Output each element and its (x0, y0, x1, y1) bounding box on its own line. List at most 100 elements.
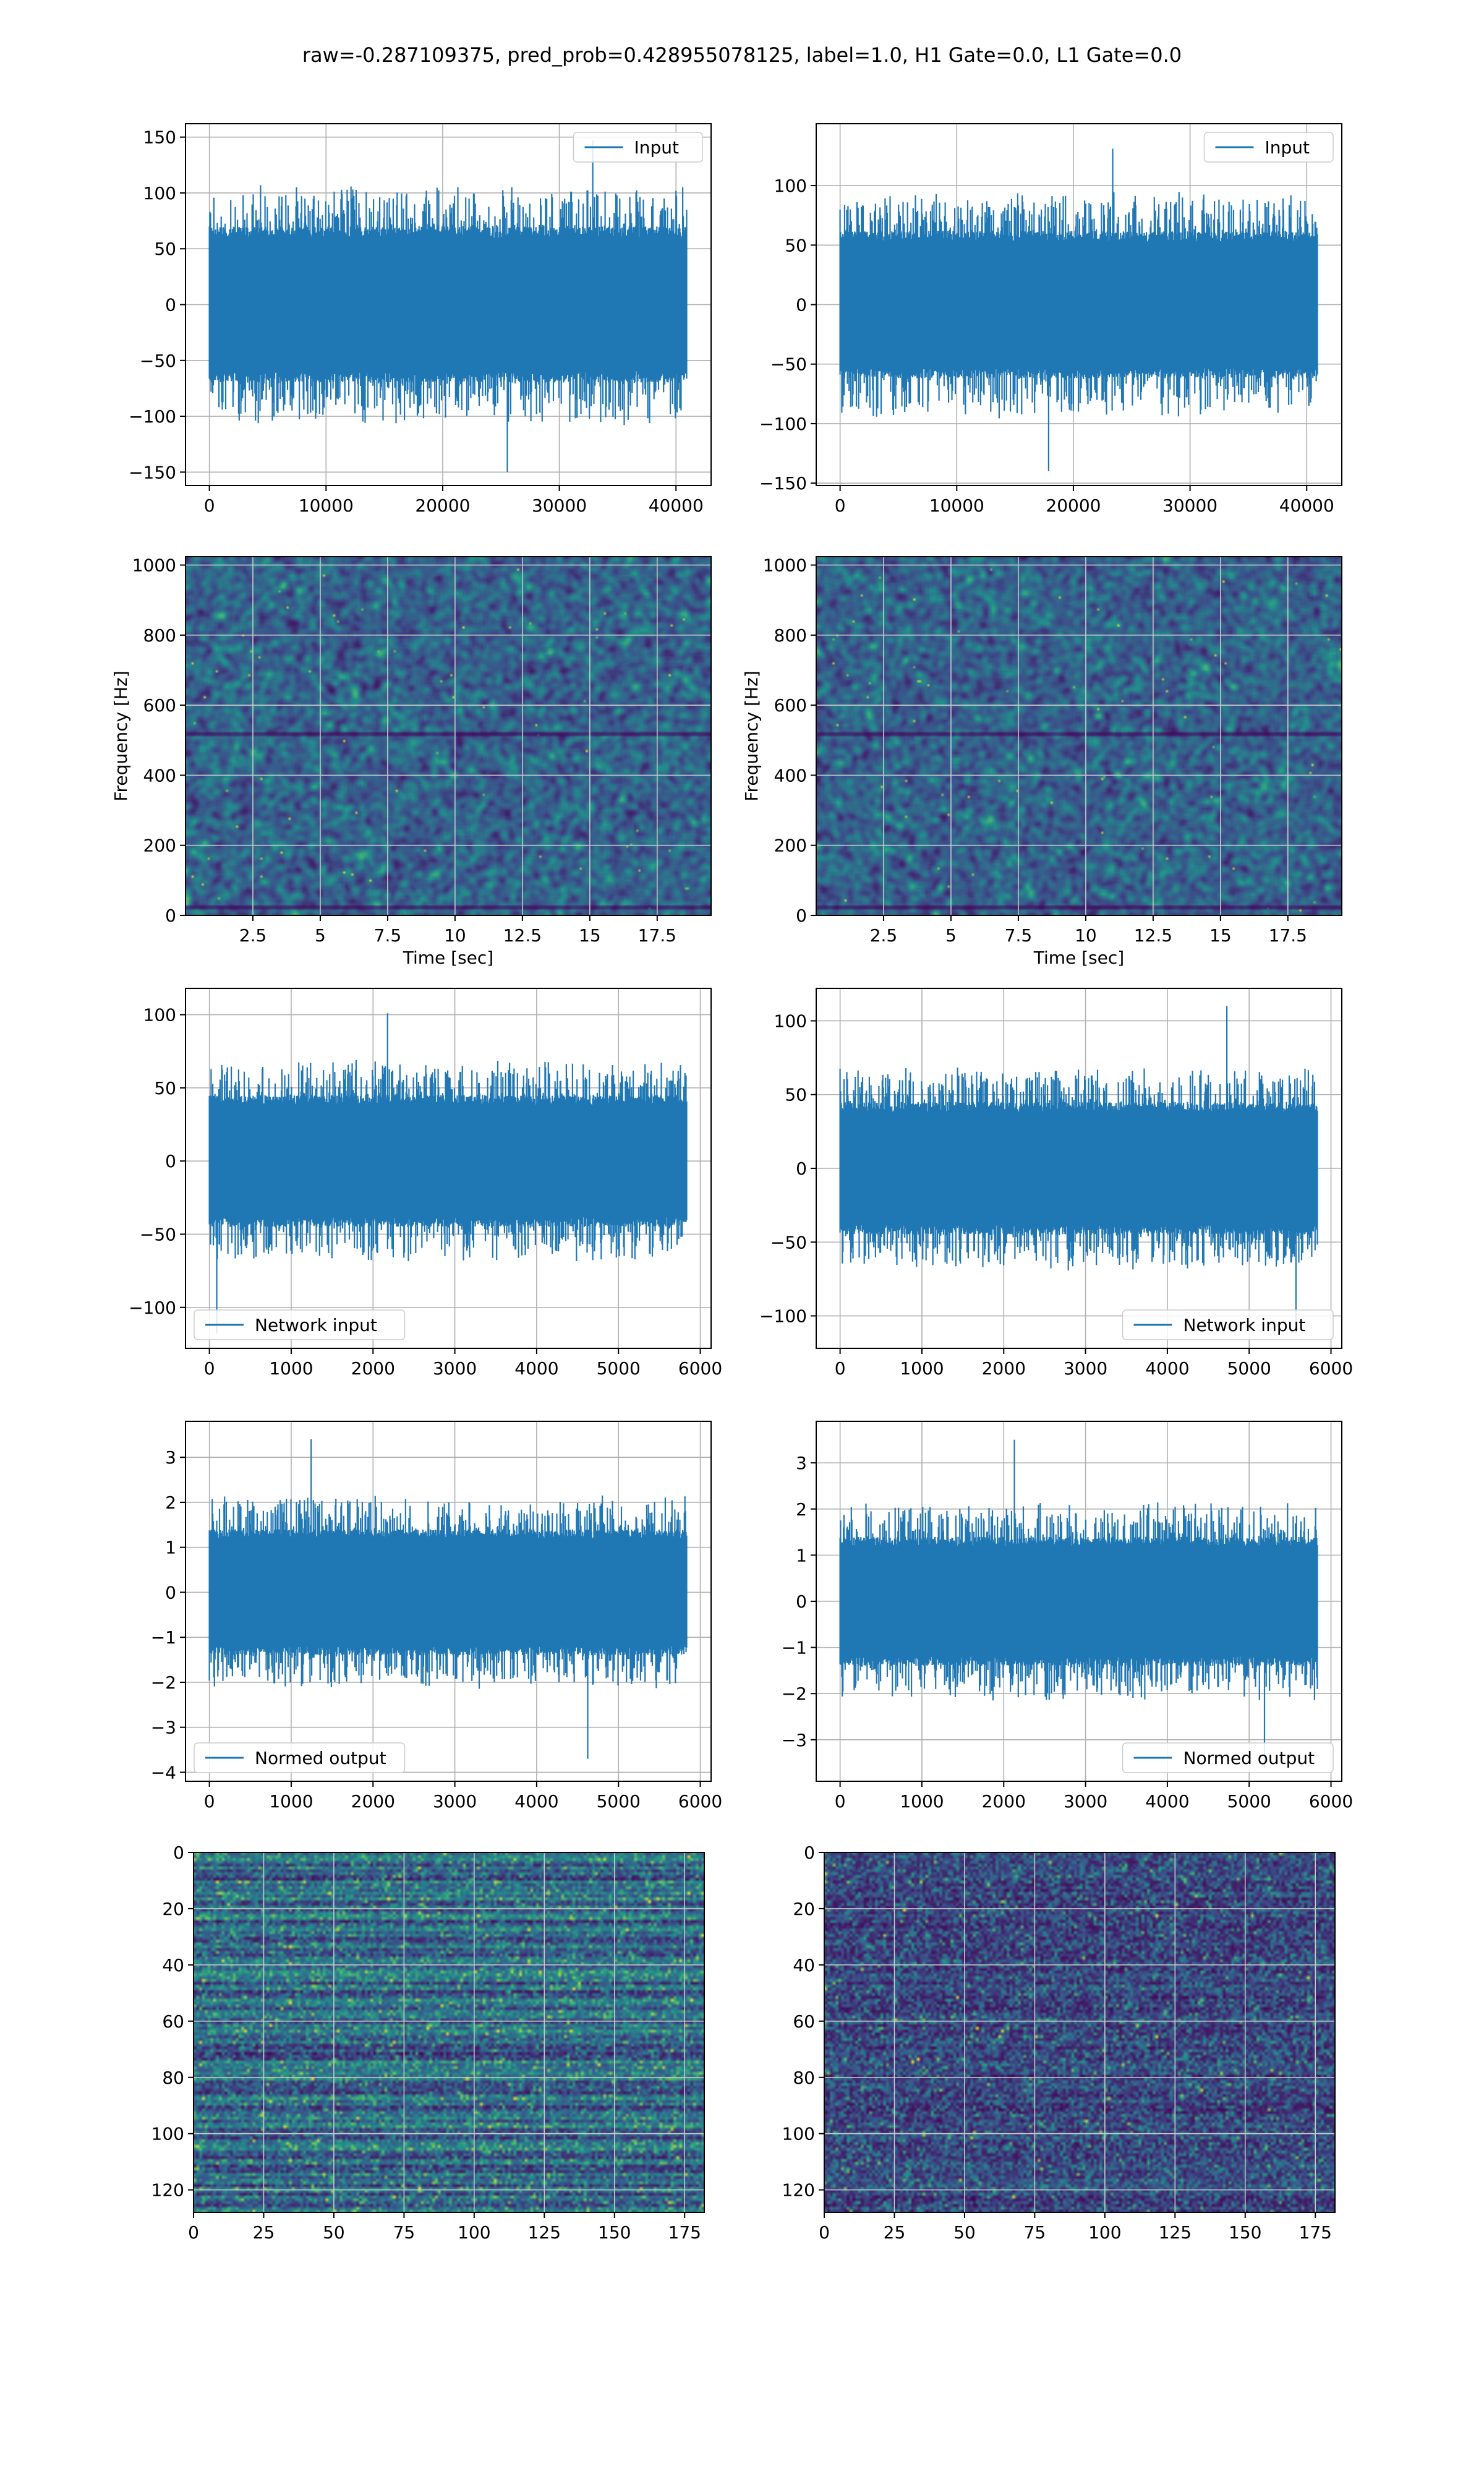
y-tick-label: 0 (796, 295, 807, 315)
y-tick-label: 400 (143, 765, 176, 785)
y-tick-label: 800 (143, 625, 176, 646)
x-tick-label: 10000 (929, 495, 984, 516)
x-tick-label: 75 (393, 2222, 416, 2243)
y-tick-label: 0 (796, 1591, 807, 1612)
legend: Input (573, 132, 703, 163)
legend-entry: Network input (255, 1315, 377, 1335)
legend-box (1122, 1309, 1334, 1340)
legend-entry: Normed output (1183, 1748, 1315, 1768)
legend-box (194, 1309, 406, 1340)
legend-box (1203, 132, 1334, 163)
x-tick-label: 0 (204, 1358, 215, 1379)
y-tick-label: 50 (785, 1085, 807, 1105)
subplot-spectrogram-right: 2.5 5 7.5 10 12.5 15 17.5 0 200 400 600 800 1000 Time… (741, 555, 1342, 968)
x-tick-label: 5000 (1227, 1358, 1271, 1379)
axes-frame (185, 988, 712, 1349)
series-core (209, 240, 688, 369)
legend: Normed output (1122, 1742, 1334, 1773)
legend-entry: Input (634, 137, 680, 158)
x-tick-label: 0 (835, 1358, 846, 1379)
x-tick-label: 0 (204, 495, 215, 516)
x-tick-label: 3000 (433, 1358, 477, 1379)
y-tick-label: 1000 (763, 555, 807, 576)
y-tick-label: 200 (774, 836, 807, 856)
y-tick-label: 60 (793, 2011, 815, 2032)
y-tick-label: −3 (782, 1730, 807, 1750)
x-tick-label: 0 (204, 1791, 215, 1812)
y-tick-label: 0 (796, 1158, 807, 1179)
x-tick-label: 150 (1229, 2222, 1261, 2243)
y-tick-label: 400 (774, 765, 807, 785)
x-tick-label: 6000 (678, 1358, 722, 1379)
y-tick-label: −2 (151, 1672, 176, 1693)
x-tick-label: 5 (315, 925, 326, 946)
axes-frame (185, 1421, 712, 1782)
subplot-spectrogram-left: 2.5 5 7.5 10 12.5 15 17.5 0 200 400 600 800 1000 Time… (111, 555, 712, 968)
x-tick-label: 25 (253, 2222, 275, 2243)
y-tick-label: 20 (793, 1899, 815, 1919)
y-tick-label: −150 (759, 473, 807, 494)
heatmap-image (194, 1852, 704, 2212)
x-tick-label: 40000 (649, 495, 704, 516)
y-tick-label: −2 (782, 1684, 807, 1704)
legend-entry: Network input (1183, 1315, 1306, 1335)
x-tick-label: 100 (1088, 2222, 1121, 2243)
y-tick-label: 20 (162, 1899, 184, 1919)
y-tick-label: 2 (165, 1492, 176, 1513)
x-tick-label: 50 (953, 2222, 976, 2243)
x-tick-label: 0 (819, 2222, 830, 2243)
x-tick-label: 40000 (1279, 495, 1334, 516)
x-tick-label: 0 (188, 2222, 199, 2243)
y-tick-label: −50 (770, 1232, 807, 1252)
x-tick-label: 75 (1024, 2222, 1046, 2243)
series-core (840, 1113, 1318, 1223)
y-tick-label: 100 (151, 2124, 184, 2144)
y-tick-label: −150 (129, 462, 176, 482)
x-tick-label: 2000 (351, 1358, 395, 1379)
subplot-image-right: 0 25 50 75 100 125 150 175 0 20 40 60 80 100 120 (782, 1843, 1336, 2243)
x-tick-label: 4000 (1145, 1358, 1189, 1379)
x-tick-label: 0 (835, 495, 846, 516)
x-tick-label: 5000 (1227, 1791, 1271, 1812)
x-tick-label: 1000 (900, 1358, 944, 1379)
y-tick-label: 120 (782, 2180, 815, 2201)
x-tick-label: 7.5 (374, 925, 402, 946)
y-tick-label: 0 (165, 1151, 176, 1171)
y-tick-label: 600 (774, 695, 807, 716)
y-tick-label: 0 (796, 905, 807, 926)
y-tick-label: −50 (140, 351, 176, 371)
x-tick-label: 10 (444, 925, 466, 946)
x-tick-label: 3000 (1064, 1358, 1107, 1379)
x-tick-label: 3000 (1064, 1791, 1107, 1812)
x-tick-label: 10 (1075, 925, 1097, 946)
x-tick-label: 175 (1299, 2222, 1332, 2243)
x-tick-label: 5000 (597, 1358, 641, 1379)
y-tick-label: 3 (165, 1447, 176, 1468)
y-axis-label: Frequency [Hz] (741, 670, 762, 801)
subplot-network-right: 0 1000 2000 3000 4000 5000 6000 −100 −50 0 50 100 Ne… (759, 988, 1353, 1379)
subplot-input-right: 0 10000 20000 30000 40000 −150 −100 −50 0 50 100 In… (759, 123, 1342, 516)
x-tick-label: 6000 (1309, 1358, 1353, 1379)
series-core (840, 244, 1318, 366)
y-tick-label: −3 (151, 1718, 176, 1738)
x-tick-label: 4000 (1145, 1791, 1189, 1812)
series-core (840, 1548, 1318, 1654)
y-axis-label: Frequency [Hz] (111, 670, 131, 801)
series-core (209, 1540, 688, 1644)
subplot-network-left: 0 1000 2000 3000 4000 5000 6000 −100 −50 0 50 100 Ne… (129, 988, 722, 1379)
legend-box (194, 1742, 406, 1773)
x-tick-label: 4000 (514, 1358, 558, 1379)
y-tick-label: 100 (143, 183, 176, 203)
legend-entry: Normed output (255, 1748, 386, 1768)
y-tick-label: 1000 (132, 555, 176, 576)
y-tick-label: 80 (162, 2068, 184, 2088)
y-tick-label: 0 (804, 1843, 815, 1863)
x-tick-label: 1000 (269, 1358, 313, 1379)
y-tick-label: 0 (165, 1582, 176, 1603)
y-tick-label: 50 (154, 1078, 176, 1098)
axes-frame (193, 1852, 705, 2213)
y-tick-label: 2 (796, 1499, 807, 1520)
x-tick-label: 2000 (982, 1791, 1026, 1812)
y-tick-label: −100 (759, 414, 807, 434)
